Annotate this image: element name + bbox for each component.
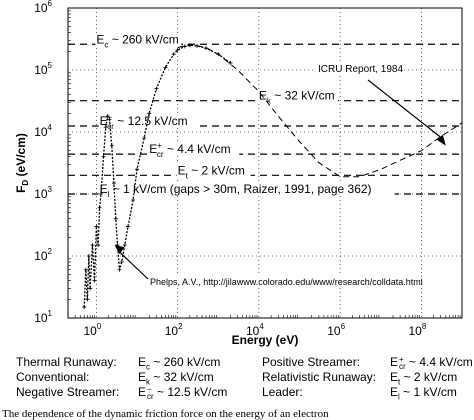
threshold-label: Ec ~ 260 kV/cm bbox=[96, 32, 178, 49]
data-point bbox=[142, 136, 147, 141]
y-tick-label: 101 bbox=[34, 309, 52, 325]
field-symbol: Ek bbox=[138, 370, 151, 387]
y-tick-label: 104 bbox=[34, 123, 52, 139]
data-point bbox=[99, 192, 104, 196]
legend-value: Ec ~ 260 kV/cm bbox=[138, 355, 221, 372]
y-tick-label: 105 bbox=[34, 61, 52, 77]
data-point bbox=[131, 198, 136, 203]
data-point bbox=[105, 114, 110, 119]
data-point bbox=[113, 216, 118, 221]
threshold-label-bg bbox=[98, 183, 395, 196]
legend-label: Positive Streamer: bbox=[262, 355, 361, 369]
y-tick-label: 103 bbox=[34, 185, 52, 201]
data-point bbox=[119, 260, 124, 265]
phelps-annotation: Phelps, A.V., http://jilawww.colorado.ed… bbox=[150, 277, 423, 287]
y-tick-label: 106 bbox=[34, 0, 52, 15]
icru-arrow-head bbox=[436, 134, 446, 146]
data-point bbox=[126, 224, 131, 229]
field-symbol: Ec bbox=[138, 355, 151, 372]
data-point bbox=[83, 267, 88, 272]
data-point bbox=[135, 167, 140, 172]
x-tick-label: 104 bbox=[246, 322, 264, 338]
y-tick-label: 102 bbox=[34, 247, 52, 263]
legend-label: Conventional: bbox=[16, 370, 90, 384]
data-point bbox=[163, 65, 168, 70]
phelps-arrow-line bbox=[117, 249, 149, 280]
icru-annotation-bg bbox=[316, 62, 402, 75]
legend-value: E − cr ~ 12.5 kV/cm bbox=[138, 384, 228, 401]
data-point bbox=[94, 224, 99, 229]
field-symbol: E − cr bbox=[138, 384, 154, 401]
threshold-label: Ek ~ 32 kV/cm bbox=[259, 89, 335, 106]
phelps-annotation-bg bbox=[148, 275, 410, 287]
data-point bbox=[171, 52, 176, 57]
threshold-label: Et ~ 2 kV/cm bbox=[178, 163, 245, 180]
x-tick-label: 100 bbox=[83, 322, 101, 338]
legend-label: Leader: bbox=[262, 385, 303, 399]
y-axis-label: FD (eV/cm) bbox=[14, 133, 30, 193]
chart-figure: 100 102 104 106 108 101 102 103 104 105 106 Ec ~ 26… bbox=[14, 0, 463, 347]
legend-label: Relativistic Runaway: bbox=[262, 370, 377, 384]
data-point bbox=[103, 125, 108, 130]
data-point bbox=[109, 143, 114, 148]
phelps-arrow-head bbox=[114, 245, 125, 255]
data-point bbox=[154, 86, 159, 91]
legend-label: Negative Streamer: bbox=[16, 385, 120, 399]
data-point bbox=[147, 111, 152, 116]
data-point bbox=[97, 205, 102, 210]
x-axis-label: Energy (eV) bbox=[232, 333, 299, 347]
threshold-label-bg bbox=[95, 33, 182, 47]
legend-value: E + cr ~ 4.4 kV/cm bbox=[390, 354, 473, 371]
threshold-label: El ~ 1 kV/cm (gaps > 30m, Raizer, 1991, … bbox=[100, 182, 372, 199]
data-point bbox=[101, 154, 106, 159]
data-point bbox=[117, 267, 122, 272]
data-point bbox=[90, 243, 95, 248]
icru-annotation: ICRU Report, 1984 bbox=[318, 64, 403, 75]
field-symbol: El bbox=[390, 385, 400, 402]
data-point bbox=[111, 181, 116, 186]
threshold-label-bg bbox=[176, 164, 251, 178]
data-point bbox=[122, 243, 127, 248]
legend-label: Thermal Runaway: bbox=[16, 355, 117, 369]
data-point bbox=[107, 117, 112, 122]
field-symbol: Et bbox=[390, 370, 401, 387]
icru-curve bbox=[177, 43, 463, 178]
threshold-label: E+ cr ~ 4.4 kV/cm bbox=[149, 141, 230, 159]
data-point bbox=[85, 297, 90, 302]
x-tick-label: 106 bbox=[327, 322, 345, 338]
threshold-label: E− cr ~ 12.5 kV/cm bbox=[100, 113, 188, 131]
legend-value: Ek ~ 32 kV/cm bbox=[138, 370, 214, 387]
plot-frame bbox=[67, 7, 463, 319]
x-tick-label: 108 bbox=[408, 322, 426, 338]
legend-value: El ~ 1 kV/cm bbox=[390, 385, 457, 402]
data-point bbox=[86, 254, 91, 258]
data-point bbox=[82, 305, 87, 310]
x-tick-label: 102 bbox=[165, 322, 183, 338]
data-point bbox=[92, 278, 97, 283]
legend-value: Et ~ 2 kV/cm bbox=[390, 370, 458, 387]
threshold-label-bg bbox=[148, 143, 240, 157]
data-point bbox=[96, 243, 101, 248]
data-point bbox=[88, 286, 93, 291]
figure-caption: The dependence of the dynamic friction f… bbox=[2, 408, 329, 420]
field-symbol: E + cr bbox=[390, 354, 406, 371]
threshold-label-bg bbox=[257, 89, 338, 103]
data-point bbox=[175, 48, 180, 53]
data-point bbox=[228, 60, 233, 65]
icru-arrow-line bbox=[367, 79, 445, 141]
